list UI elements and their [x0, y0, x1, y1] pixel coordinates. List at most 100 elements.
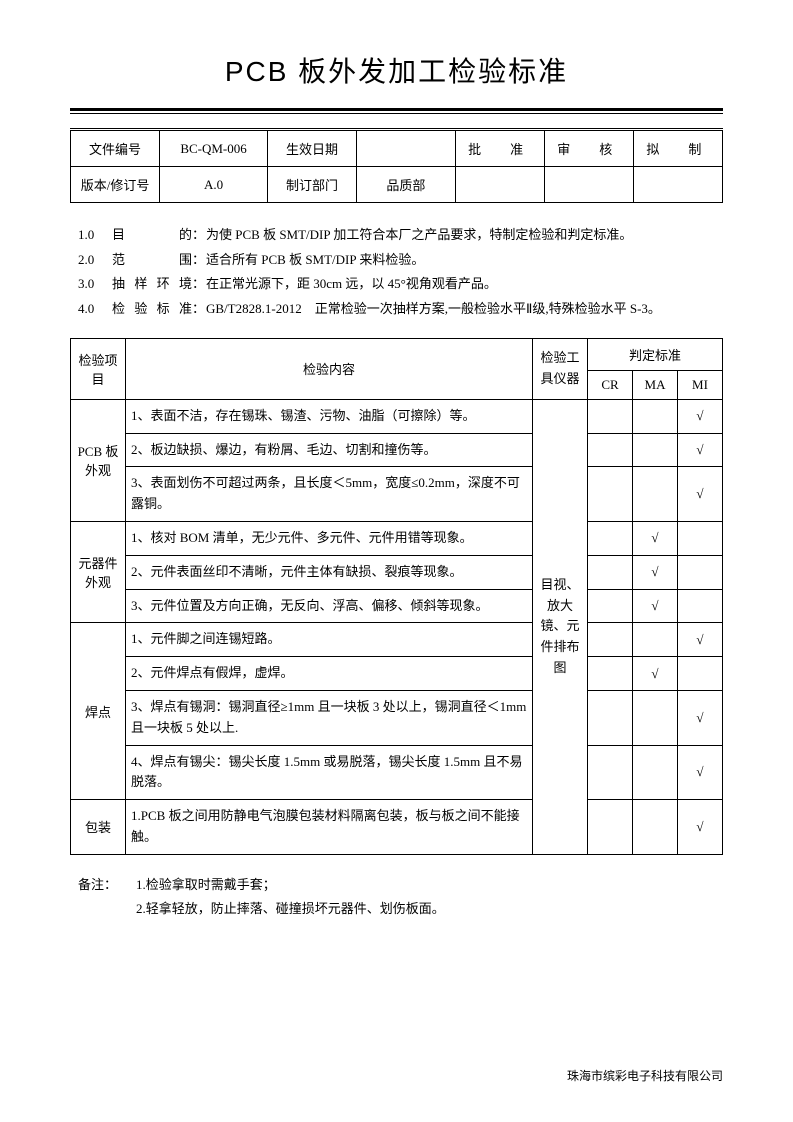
cell-cr	[588, 433, 633, 467]
hdr-approve	[455, 167, 544, 203]
cell-item: 焊点	[71, 623, 126, 800]
cell-ma	[633, 467, 678, 522]
intro-label: 目 的	[112, 223, 192, 248]
cell-mi: √	[678, 623, 723, 657]
intro-text: 为使 PCB 板 SMT/DIP 加工符合本厂之产品要求，特制定检验和判定标准。	[206, 223, 723, 248]
intro-label: 范 围	[112, 248, 192, 273]
cell-cr	[588, 399, 633, 433]
table-row: 3、焊点有锡洞：锡洞直径≥1mm 且一块板 3 处以上，锡洞直径＜1mm 且一块…	[71, 690, 723, 745]
th-cr: CR	[588, 370, 633, 399]
hdr-draft-label: 拟 制	[633, 130, 722, 167]
th-tool: 检验工具仪器	[533, 338, 588, 399]
intro-label: 检验标准	[112, 297, 192, 322]
cell-mi: √	[678, 399, 723, 433]
cell-content: 1、元件脚之间连锡短路。	[126, 623, 533, 657]
hdr-ver: A.0	[160, 167, 268, 203]
intro-num: 3.0	[78, 272, 112, 297]
cell-cr	[588, 690, 633, 745]
cell-ma: √	[633, 555, 678, 589]
table-row: 2、元件焊点有假焊，虚焊。√	[71, 657, 723, 691]
table-row: 包装1.PCB 板之间用防静电气泡膜包装材料隔离包装，板与板之间不能接触。√	[71, 800, 723, 855]
hdr-dept-label: 制订部门	[267, 167, 356, 203]
cell-cr	[588, 555, 633, 589]
intro-num: 4.0	[78, 297, 112, 322]
table-row: 焊点1、元件脚之间连锡短路。√	[71, 623, 723, 657]
table-row: 4、焊点有锡尖：锡尖长度 1.5mm 或易脱落，锡尖长度 1.5mm 且不易脱落…	[71, 745, 723, 800]
cell-cr	[588, 589, 633, 623]
cell-cr	[588, 800, 633, 855]
cell-mi: √	[678, 467, 723, 522]
hdr-ver-label: 版本/修订号	[71, 167, 160, 203]
cell-ma	[633, 399, 678, 433]
table-row: 元器件外观1、核对 BOM 清单，无少元件、多元件、元件用错等现象。√	[71, 521, 723, 555]
hdr-doc-no-label: 文件编号	[71, 130, 160, 167]
hdr-draft	[633, 167, 722, 203]
cell-ma	[633, 745, 678, 800]
hdr-eff-date	[357, 130, 456, 167]
cell-mi: √	[678, 745, 723, 800]
intro-row: 2.0范 围：适合所有 PCB 板 SMT/DIP 来料检验。	[78, 248, 723, 273]
hdr-doc-no: BC-QM-006	[160, 130, 268, 167]
table-row: 3、元件位置及方向正确，无反向、浮高、偏移、倾斜等现象。√	[71, 589, 723, 623]
intro-colon: ：	[192, 272, 206, 297]
notes-line: 2.轻拿轻放，防止摔落、碰撞损坏元器件、划伤板面。	[136, 897, 723, 922]
notes-label: 备注：	[78, 873, 136, 922]
table-row: 2、板边缺损、爆边，有粉屑、毛边、切割和撞伤等。 √	[71, 433, 723, 467]
cell-cr	[588, 657, 633, 691]
intro-row: 3.0抽样环境：在正常光源下，距 30cm 远，以 45°视角观看产品。	[78, 272, 723, 297]
footer-company: 珠海市缤彩电子科技有限公司	[567, 1067, 723, 1084]
cell-ma	[633, 800, 678, 855]
cell-ma	[633, 433, 678, 467]
cell-content: 3、元件位置及方向正确，无反向、浮高、偏移、倾斜等现象。	[126, 589, 533, 623]
intro-row: 4.0检验标准：GB/T2828.1-2012 正常检验一次抽样方案,一般检验水…	[78, 297, 723, 322]
intro-list: 1.0目 的：为使 PCB 板 SMT/DIP 加工符合本厂之产品要求，特制定检…	[70, 223, 723, 322]
notes-line: 1.检验拿取时需戴手套；	[136, 873, 723, 898]
intro-colon: ：	[192, 223, 206, 248]
title-divider	[70, 108, 723, 114]
intro-num: 1.0	[78, 223, 112, 248]
cell-content: 4、焊点有锡尖：锡尖长度 1.5mm 或易脱落，锡尖长度 1.5mm 且不易脱落…	[126, 745, 533, 800]
cell-content: 3、焊点有锡洞：锡洞直径≥1mm 且一块板 3 处以上，锡洞直径＜1mm 且一块…	[126, 690, 533, 745]
hdr-approve-label: 批 准	[455, 130, 544, 167]
notes: 备注： 1.检验拿取时需戴手套；2.轻拿轻放，防止摔落、碰撞损坏元器件、划伤板面…	[70, 873, 723, 922]
cell-content: 3、表面划伤不可超过两条，且长度＜5mm，宽度≤0.2mm，深度不可露铜。	[126, 467, 533, 522]
cell-content: 2、元件表面丝印不清晰，元件主体有缺损、裂痕等现象。	[126, 555, 533, 589]
th-ma: MA	[633, 370, 678, 399]
cell-cr	[588, 467, 633, 522]
cell-mi	[678, 589, 723, 623]
cell-mi	[678, 555, 723, 589]
intro-text: GB/T2828.1-2012 正常检验一次抽样方案,一般检验水平Ⅱ级,特殊检验…	[206, 297, 723, 322]
cell-ma	[633, 623, 678, 657]
page-title: PCB 板外发加工检验标准	[70, 50, 723, 90]
intro-label: 抽样环境	[112, 272, 192, 297]
cell-ma	[633, 690, 678, 745]
intro-colon: ：	[192, 297, 206, 322]
cell-item: PCB 板外观	[71, 399, 126, 521]
cell-cr	[588, 745, 633, 800]
cell-cr	[588, 521, 633, 555]
intro-row: 1.0目 的：为使 PCB 板 SMT/DIP 加工符合本厂之产品要求，特制定检…	[78, 223, 723, 248]
hdr-dept: 品质部	[357, 167, 456, 203]
hdr-review-label: 审 核	[544, 130, 633, 167]
th-item: 检验项目	[71, 338, 126, 399]
cell-mi: √	[678, 800, 723, 855]
cell-content: 1、核对 BOM 清单，无少元件、多元件、元件用错等现象。	[126, 521, 533, 555]
header-table: 文件编号 BC-QM-006 生效日期 批 准 审 核 拟 制 版本/修订号 A…	[70, 128, 723, 203]
intro-text: 适合所有 PCB 板 SMT/DIP 来料检验。	[206, 248, 723, 273]
cell-ma: √	[633, 521, 678, 555]
cell-content: 2、板边缺损、爆边，有粉屑、毛边、切割和撞伤等。	[126, 433, 533, 467]
cell-mi: √	[678, 690, 723, 745]
cell-content: 1.PCB 板之间用防静电气泡膜包装材料隔离包装，板与板之间不能接触。	[126, 800, 533, 855]
cell-cr	[588, 623, 633, 657]
th-mi: MI	[678, 370, 723, 399]
cell-item: 元器件外观	[71, 521, 126, 622]
intro-text: 在正常光源下，距 30cm 远，以 45°视角观看产品。	[206, 272, 723, 297]
intro-colon: ：	[192, 248, 206, 273]
table-row: PCB 板外观1、表面不洁，存在锡珠、锡渣、污物、油脂（可擦除）等。目视、放大镜…	[71, 399, 723, 433]
cell-content: 1、表面不洁，存在锡珠、锡渣、污物、油脂（可擦除）等。	[126, 399, 533, 433]
hdr-eff-date-label: 生效日期	[267, 130, 356, 167]
inspection-table: 检验项目 检验内容 检验工具仪器 判定标准 CR MA MI PCB 板外观1、…	[70, 338, 723, 855]
cell-ma: √	[633, 657, 678, 691]
cell-mi: √	[678, 433, 723, 467]
notes-body: 1.检验拿取时需戴手套；2.轻拿轻放，防止摔落、碰撞损坏元器件、划伤板面。	[136, 873, 723, 922]
